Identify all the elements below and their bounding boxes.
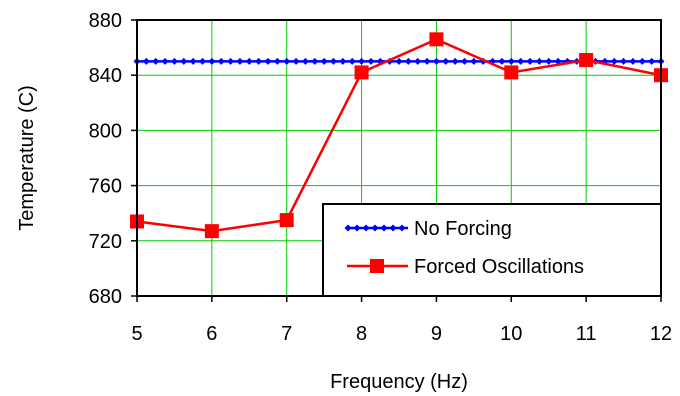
data-point [264, 57, 272, 65]
x-tick-label: 8 [356, 323, 367, 345]
data-point [255, 57, 263, 65]
legend-marker-forced-oscillations [370, 259, 384, 273]
data-point [161, 57, 169, 65]
data-point [629, 57, 637, 65]
x-tick-label: 6 [206, 323, 217, 345]
data-point [279, 213, 294, 228]
data-point [429, 32, 444, 47]
y-tick-label: 680 [89, 286, 122, 308]
data-point [292, 57, 300, 65]
data-point [354, 65, 369, 80]
data-point [189, 57, 197, 65]
data-point [227, 57, 235, 65]
data-point [648, 57, 656, 65]
data-point [442, 57, 450, 65]
legend: No Forcing Forced Oscillations [322, 203, 662, 297]
data-point [320, 57, 328, 65]
legend-marker-no-forcing [389, 224, 397, 232]
data-point [367, 57, 375, 65]
y-tick-label: 800 [89, 120, 122, 142]
data-point [236, 57, 244, 65]
x-tick-label: 7 [281, 323, 292, 345]
legend-label-forced-oscillations: Forced Oscillations [414, 256, 584, 278]
data-point [461, 57, 468, 65]
x-tick-label: 11 [576, 323, 597, 345]
data-point [451, 57, 459, 65]
data-point [283, 57, 291, 65]
data-point [152, 57, 160, 65]
data-point [358, 57, 366, 65]
data-point [423, 57, 431, 65]
data-point [414, 57, 422, 65]
legend-label-no-forcing: No Forcing [414, 218, 512, 240]
data-point [526, 57, 534, 65]
data-point [330, 57, 337, 65]
data-point [142, 57, 150, 65]
y-tick-label: 760 [89, 176, 122, 198]
series-forced-oscillations [130, 32, 668, 239]
data-point [620, 57, 628, 65]
data-point [638, 57, 646, 65]
data-point [517, 57, 525, 65]
data-point [170, 57, 178, 65]
data-point [545, 57, 553, 65]
y-tick-label: 840 [89, 65, 122, 87]
data-point [579, 53, 594, 68]
legend-marker-no-forcing [362, 224, 370, 232]
data-point [311, 57, 319, 65]
data-point [339, 57, 347, 65]
x-tick-label: 9 [431, 323, 442, 345]
data-point [245, 57, 253, 65]
x-tick-label: 10 [500, 323, 522, 345]
data-point [432, 57, 440, 65]
data-point [208, 57, 216, 65]
data-point [301, 57, 309, 65]
legend-marker-no-forcing [398, 224, 406, 232]
data-point [204, 224, 219, 239]
legend-marker-no-forcing [371, 224, 379, 232]
data-point [404, 57, 412, 65]
data-point [504, 65, 519, 80]
data-point [217, 57, 225, 65]
legend-marker-no-forcing [344, 224, 352, 232]
y-tick-label: 880 [89, 10, 122, 32]
data-point [498, 57, 506, 65]
x-tick-label: 12 [650, 323, 672, 345]
y-axis-title: Temperature (C) [16, 85, 38, 231]
data-point [395, 57, 403, 65]
legend-marker-no-forcing [380, 224, 388, 232]
y-tick-label: 720 [89, 231, 122, 253]
data-point [348, 57, 356, 65]
series-line [136, 37, 662, 233]
data-point [535, 57, 543, 65]
data-point [470, 57, 478, 65]
legend-marker-no-forcing [353, 224, 361, 232]
legend-box [322, 203, 662, 297]
data-point [610, 57, 618, 65]
x-axis-title: Frequency (Hz) [330, 371, 468, 393]
data-point [180, 57, 188, 65]
data-point [507, 57, 515, 65]
series-layer [130, 32, 668, 239]
x-tick-label: 5 [131, 323, 142, 345]
data-point [273, 57, 281, 65]
data-point [199, 57, 206, 65]
